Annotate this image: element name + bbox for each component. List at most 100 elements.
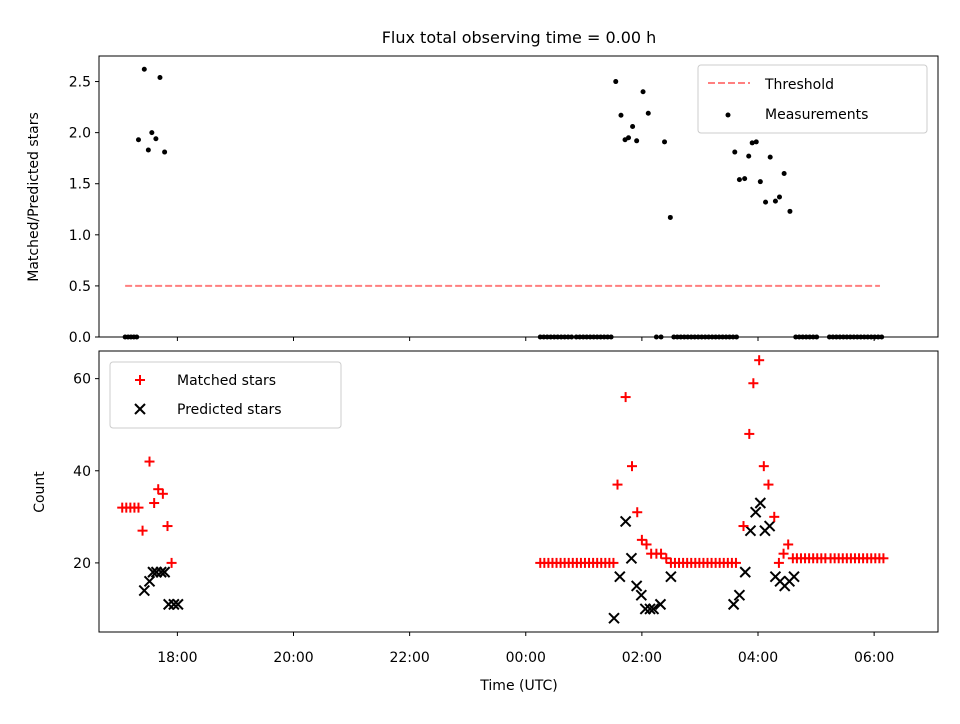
matched-point: [641, 539, 652, 550]
predicted-point: [608, 612, 620, 624]
bottom-x-tick-label: 04:00: [738, 650, 778, 666]
predicted-point: [639, 603, 652, 615]
bottom-x-tick-label: 22:00: [389, 650, 429, 666]
matched-point: [612, 479, 623, 490]
measurement-point: [781, 171, 787, 177]
predicted-point-b: [763, 520, 776, 532]
bottom-legend-box: [109, 361, 342, 429]
predicted-point-b: [608, 612, 620, 624]
predicted-point-b: [733, 589, 746, 601]
measurement-point: [640, 89, 646, 95]
predicted-point: [665, 571, 677, 583]
matched-points: [117, 355, 889, 568]
matched-point: [769, 511, 780, 522]
predicted-point: [763, 520, 776, 532]
bottom-y-tick-label: 20: [73, 556, 91, 572]
predicted-point: [168, 598, 180, 611]
predicted-point-b: [619, 515, 632, 528]
predicted-point: [744, 524, 757, 537]
measurement-point: [645, 110, 651, 116]
predicted-point-b: [147, 566, 159, 578]
matched-point: [162, 521, 173, 532]
predicted-point-b: [168, 598, 180, 611]
matched-point: [149, 498, 160, 509]
matched-point: [656, 548, 667, 559]
measurement-point: [626, 135, 632, 141]
top-legend: Threshold Measurements: [697, 64, 928, 134]
predicted-point: [739, 566, 751, 578]
bottom-axes-frame: [98, 350, 939, 633]
matched-point: [748, 378, 759, 389]
predicted-legend-marker: [134, 403, 146, 415]
predicted-point-b: [162, 598, 175, 611]
top-y-tick-label: 0.0: [69, 330, 91, 346]
matched-point: [763, 479, 774, 490]
measurement-point: [162, 149, 168, 155]
matched-point: [627, 461, 638, 472]
top-panel: Flux total observing time = 0.00 h Match…: [26, 28, 939, 346]
predicted-point: [625, 552, 638, 565]
measurement-point: [757, 179, 763, 185]
matched-legend-label: Matched stars: [177, 373, 276, 389]
bottom-y-tick-label: 60: [73, 372, 91, 388]
measurement-point: [753, 139, 759, 145]
predicted-point-b: [158, 566, 171, 578]
matched-point: [632, 507, 643, 518]
top-y-ticks: 0.0 0.5 1.0 1.5 2.0 2.5: [69, 75, 99, 346]
measurement-point: [618, 112, 624, 118]
predicted-point-b: [172, 598, 184, 611]
bottom-x-tick-label: 18:00: [157, 650, 197, 666]
measurement-point: [667, 214, 673, 220]
matched-point: [166, 557, 177, 568]
predicted-point-b: [150, 566, 163, 578]
predicted-point: [150, 566, 163, 578]
measurement-point: [763, 199, 769, 205]
matched-point: [754, 355, 765, 366]
bottom-x-ticks: 18:00 20:00 22:00 00:00 02:00 04:00 06:00: [157, 632, 894, 666]
top-ylabel: Matched/Predicted stars: [26, 112, 42, 282]
matched-point: [744, 428, 755, 439]
predicted-point: [143, 575, 156, 588]
predicted-point: [138, 584, 150, 597]
predicted-point: [147, 566, 159, 578]
measurements-legend-marker: [725, 112, 731, 118]
matched-point: [878, 553, 889, 564]
matched-point: [608, 557, 619, 568]
measurement-point: [772, 198, 778, 204]
predicted-point-b: [665, 571, 677, 583]
predicted-point-b: [614, 571, 626, 583]
bottom-ylabel: Count: [32, 471, 48, 513]
predicted-point-b: [644, 603, 656, 615]
predicted-point: [630, 580, 643, 592]
bottom-y-tick-label: 40: [73, 464, 91, 480]
predicted-point-b: [744, 524, 757, 537]
predicted-point-b: [739, 566, 751, 578]
top-legend-box: [697, 64, 928, 134]
predicted-point: [635, 589, 648, 601]
predicted-point: [172, 598, 184, 611]
matched-point: [758, 461, 769, 472]
bottom-panel: Count Time (UTC) 20 40 60 18:00 20:00 22:00 0…: [32, 350, 939, 694]
measurement-point: [145, 147, 151, 153]
predicted-point-b: [647, 603, 660, 615]
bottom-xlabel: Time (UTC): [479, 678, 557, 694]
matched-point: [661, 553, 672, 564]
bottom-x-tick-label: 00:00: [506, 650, 546, 666]
measurement-point: [662, 139, 668, 145]
measurement-point: [613, 79, 619, 85]
predicted-point: [749, 506, 762, 518]
predicted-point-b: [625, 552, 638, 565]
matched-point: [738, 521, 749, 532]
top-y-tick-label: 2.5: [69, 75, 91, 91]
measurement-point: [742, 176, 748, 182]
predicted-point: [155, 566, 167, 578]
predicted-point-b: [143, 575, 156, 588]
top-y-tick-label: 1.5: [69, 177, 91, 193]
top-y-tick-label: 1.0: [69, 228, 91, 244]
bottom-x-tick-label: 20:00: [273, 650, 313, 666]
predicted-point: [614, 571, 626, 583]
measurements-legend-label: Measurements: [765, 107, 868, 123]
matched-point: [773, 557, 784, 568]
predicted-point: [654, 598, 667, 611]
predicted-point: [788, 571, 800, 583]
